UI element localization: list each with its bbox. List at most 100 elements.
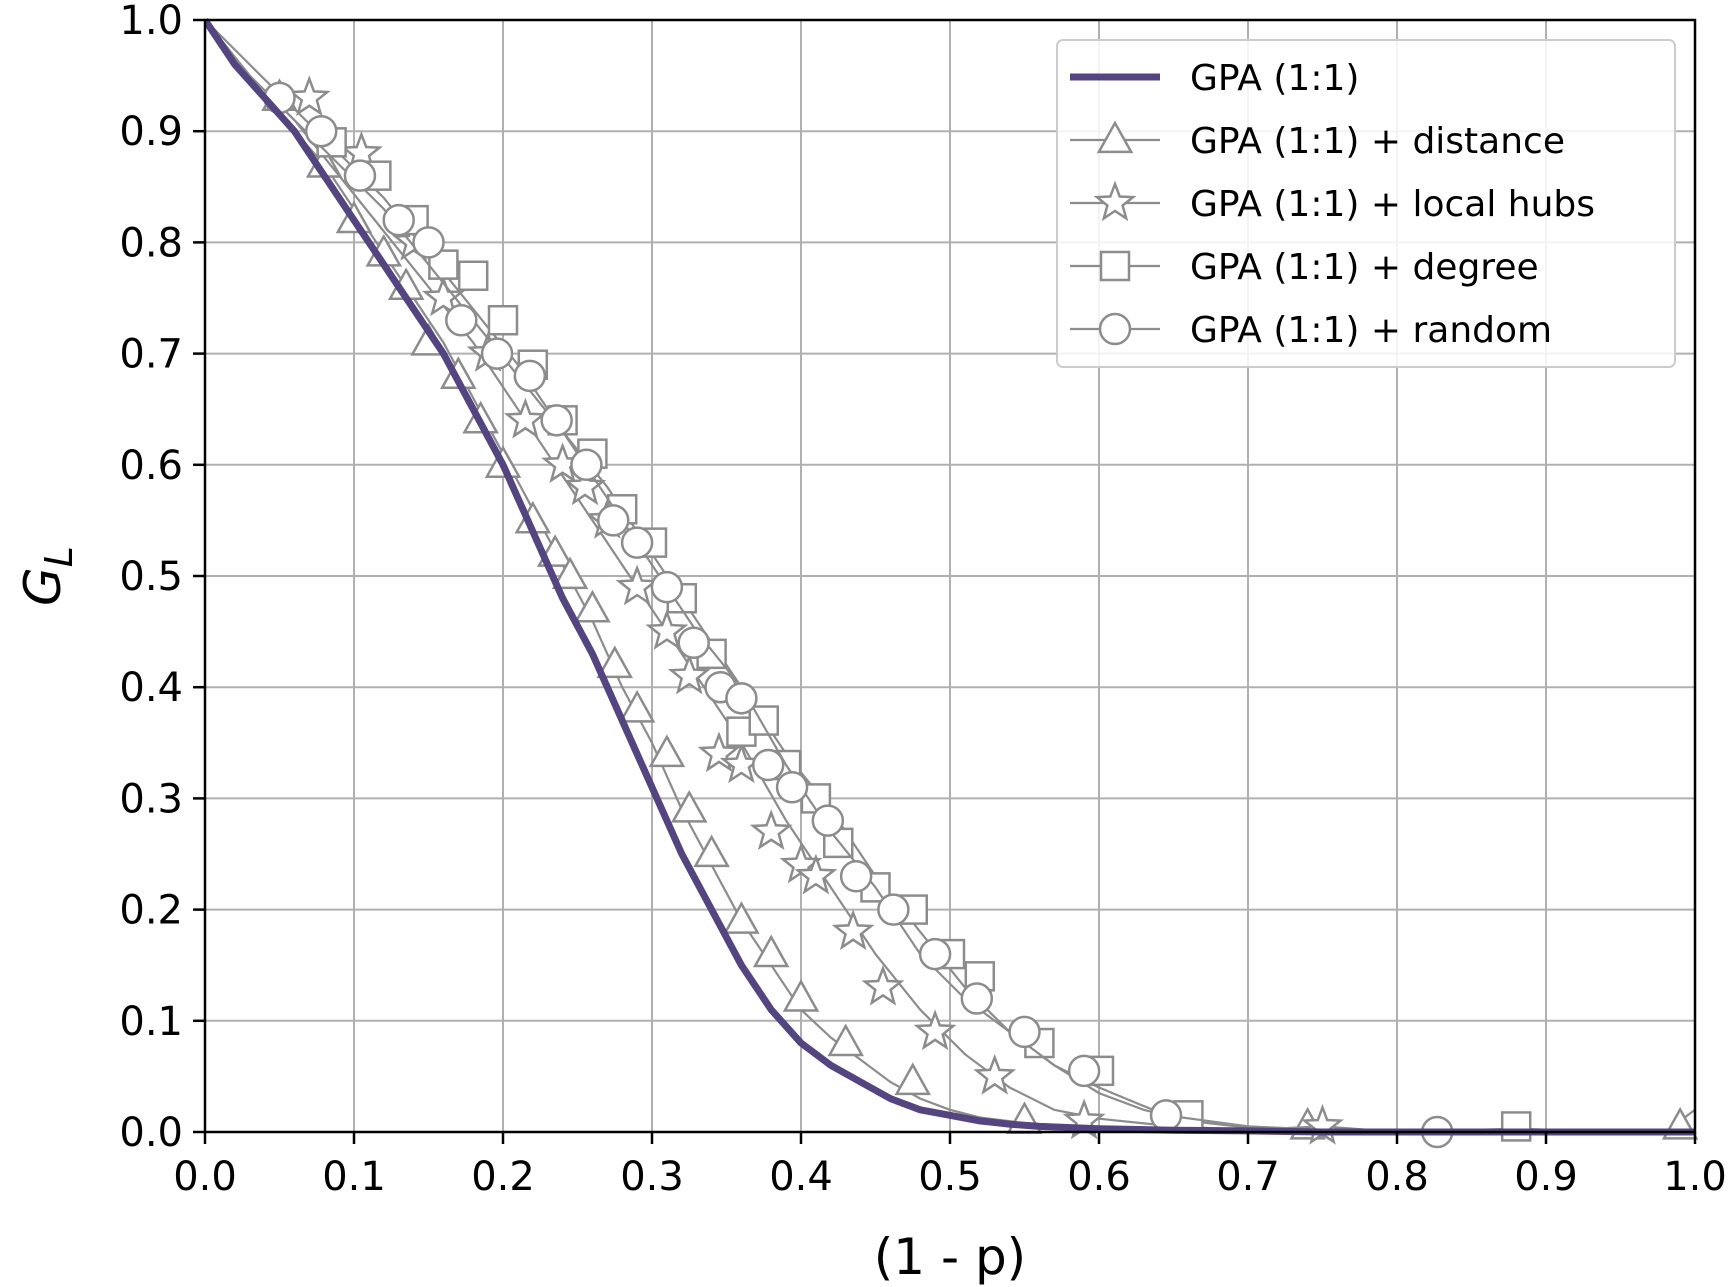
circle-marker — [650, 570, 684, 604]
y-axis-label-sub: L — [37, 546, 81, 567]
x-tick-label: 0.0 — [173, 1154, 237, 1200]
triangle-marker — [693, 834, 730, 868]
circle-marker — [540, 404, 573, 437]
legend-label: GPA (1:1) + random — [1190, 310, 1552, 351]
y-tick-label: 0.5 — [119, 554, 183, 600]
y-tick-label: 0.7 — [119, 332, 183, 378]
y-tick-label: 0.9 — [119, 109, 183, 155]
x-tick-label: 0.7 — [1216, 1154, 1280, 1200]
y-tick-label: 0.0 — [119, 1110, 183, 1156]
legend-swatch-star — [1093, 180, 1137, 222]
circle-marker — [725, 682, 758, 715]
x-tick-label: 0.3 — [620, 1154, 684, 1200]
y-tick-label: 0.2 — [119, 888, 183, 934]
star-marker — [503, 397, 547, 439]
star-marker — [697, 731, 741, 773]
star-marker — [973, 1053, 1017, 1095]
x-tick-label: 0.9 — [1514, 1154, 1578, 1200]
legend-swatch-triangle — [1096, 120, 1134, 154]
star-marker — [421, 275, 465, 317]
y-tick-label: 0.1 — [119, 999, 183, 1045]
x-tick-label: 0.8 — [1365, 1154, 1429, 1200]
ticks — [193, 18, 1697, 1144]
tick-labels: 0.0 0.1 0.2 0.3 0.4 0.5 0.6 0.7 0.8 0.9 1.0 0.0 0.1 0… — [119, 0, 1726, 1200]
square-marker — [748, 705, 779, 736]
circle-marker — [412, 226, 445, 259]
series-line-main — [205, 18, 1695, 1136]
circle-marker — [620, 526, 654, 559]
circle-marker — [597, 504, 630, 537]
circle-marker — [304, 114, 338, 148]
x-axis-label: (1 - p) — [874, 1228, 1026, 1286]
y-tick-label: 0.4 — [119, 665, 183, 711]
series-circle — [205, 19, 1695, 1149]
circle-marker — [1008, 1015, 1041, 1049]
circle-marker — [677, 626, 710, 659]
triangle-marker — [827, 1023, 864, 1057]
circle-marker — [445, 303, 478, 337]
square-marker — [1500, 1111, 1532, 1142]
triangle-marker — [648, 734, 686, 768]
circle-marker — [918, 937, 952, 971]
star-marker — [794, 853, 838, 895]
x-tick-label: 0.1 — [322, 1154, 386, 1200]
square-marker — [487, 304, 519, 336]
triangle-marker — [894, 1062, 932, 1096]
y-tick-label: 0.3 — [119, 776, 183, 822]
legend-swatch-circle — [1098, 312, 1132, 346]
legend-item: GPA (1:1) + degree — [1070, 247, 1539, 288]
legend-item: GPA (1:1) + random — [1070, 310, 1552, 351]
circle-marker — [513, 359, 547, 393]
star-marker — [831, 909, 875, 951]
legend-item: GPA (1:1) + local hubs — [1070, 180, 1595, 225]
star-marker — [861, 964, 905, 1006]
star-marker — [287, 75, 331, 117]
star-marker — [563, 464, 607, 506]
circle-marker — [960, 982, 994, 1015]
legend-label: GPA (1:1) — [1190, 58, 1359, 99]
circle-marker — [570, 448, 603, 482]
triangle-marker — [551, 556, 589, 590]
legend-label: GPA (1:1) + local hubs — [1190, 184, 1595, 225]
circle-marker — [811, 804, 845, 837]
star-marker — [913, 1009, 957, 1051]
triangle-marker — [574, 589, 611, 623]
x-tick-label: 0.2 — [471, 1154, 535, 1200]
y-tick-label: 0.6 — [119, 443, 183, 489]
series-none — [205, 18, 1695, 1136]
y-tick-label: 1.0 — [119, 0, 183, 44]
legend-item: GPA (1:1) — [1070, 58, 1359, 99]
circle-marker — [480, 337, 514, 370]
star-marker — [667, 653, 711, 695]
circle-marker — [839, 859, 873, 893]
legend: GPA (1:1) GPA (1:1) + distance GPA (1:1) +… — [1056, 39, 1676, 368]
triangle-marker — [752, 934, 790, 968]
circle-marker — [775, 771, 809, 804]
x-tick-label: 0.6 — [1067, 1154, 1131, 1200]
circle-marker — [343, 159, 377, 192]
legend-label: GPA (1:1) + degree — [1190, 247, 1539, 288]
y-axis-label-main: G — [14, 567, 72, 606]
circle-marker — [382, 203, 415, 237]
legend-swatch-square — [1099, 250, 1131, 282]
x-tick-label: 0.4 — [769, 1154, 833, 1200]
star-marker — [615, 564, 659, 606]
y-tick-label: 0.8 — [119, 220, 183, 266]
circle-marker — [751, 748, 785, 782]
circle-marker — [1149, 1099, 1183, 1132]
x-tick-label: 0.5 — [918, 1154, 982, 1200]
triangle-marker — [618, 689, 656, 723]
circle-marker — [1067, 1054, 1101, 1088]
y-axis-label: GL — [14, 546, 81, 606]
star-marker — [645, 609, 689, 650]
legend-box — [1056, 39, 1676, 368]
legend-label: GPA (1:1) + distance — [1190, 121, 1565, 162]
circle-marker — [877, 893, 910, 926]
x-tick-label: 1.0 — [1663, 1154, 1727, 1200]
triangle-marker — [723, 901, 760, 934]
triangle-marker — [670, 789, 708, 823]
square-marker — [457, 260, 489, 292]
legend-item: GPA (1:1) + distance — [1070, 120, 1565, 162]
star-marker — [749, 809, 793, 850]
triangle-marker — [596, 645, 634, 679]
